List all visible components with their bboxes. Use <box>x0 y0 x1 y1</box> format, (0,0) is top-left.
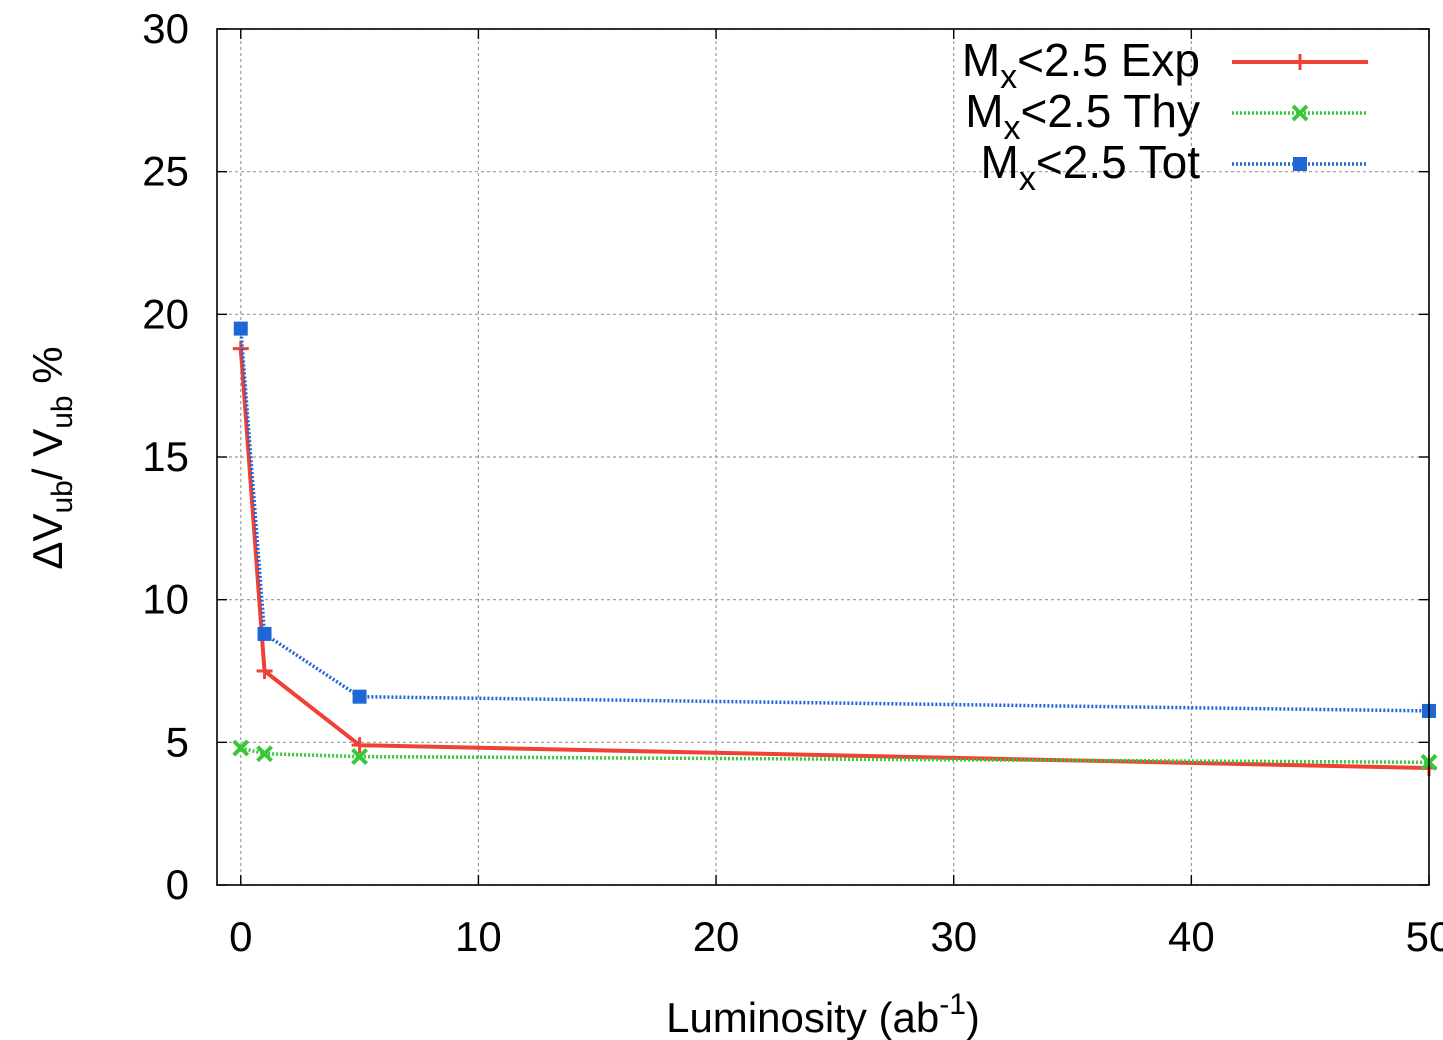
data-point <box>256 745 273 763</box>
legend-marker <box>1291 104 1309 122</box>
series-layer <box>232 321 1438 777</box>
y-tick-label: 15 <box>142 433 189 480</box>
x-tick-label: 50 <box>1406 913 1443 960</box>
series-line <box>239 328 1430 713</box>
legend-entry: Mx<2.5 Thy <box>965 85 1368 147</box>
data-point <box>232 739 250 757</box>
data-point <box>257 626 272 641</box>
x-tick-label: 10 <box>455 913 502 960</box>
series-line <box>238 348 1430 770</box>
x-tick-label: 0 <box>229 913 252 960</box>
x-tick-label: 20 <box>693 913 740 960</box>
y-tick-label: 25 <box>142 148 189 195</box>
legend-marker <box>1293 157 1307 171</box>
series-line <box>240 746 1430 765</box>
data-point <box>351 737 368 754</box>
data-point <box>352 689 367 704</box>
series-2 <box>233 321 1436 718</box>
y-tick-label: 10 <box>142 576 189 623</box>
legend-entry: Mx<2.5 Exp <box>962 34 1368 96</box>
legend-marker <box>1292 54 1308 70</box>
y-tick-label: 0 <box>166 861 189 908</box>
y-tick-label: 20 <box>142 290 189 337</box>
y-tick-label: 5 <box>166 718 189 765</box>
data-point <box>256 663 273 679</box>
x-tick-label: 40 <box>1168 913 1215 960</box>
legend-label: Mx<2.5 Thy <box>965 85 1200 147</box>
tick-layer: 0 10 20 30 40 50 0 5 10 15 20 25 30 <box>142 5 1443 960</box>
y-axis-label: ΔVub/ Vub % <box>24 346 79 569</box>
legend-entry: Mx<2.5 Tot <box>981 136 1368 198</box>
series-0 <box>232 340 1437 777</box>
data-point <box>351 748 369 766</box>
y-tick-label: 30 <box>142 5 189 52</box>
data-point <box>232 340 249 357</box>
legend-label: Mx<2.5 Exp <box>962 34 1200 96</box>
x-axis-label: Luminosity (ab-1) <box>666 988 980 1040</box>
x-tick-label: 30 <box>930 913 977 960</box>
data-point <box>233 321 248 336</box>
legend-label: Mx<2.5 Tot <box>981 136 1201 198</box>
